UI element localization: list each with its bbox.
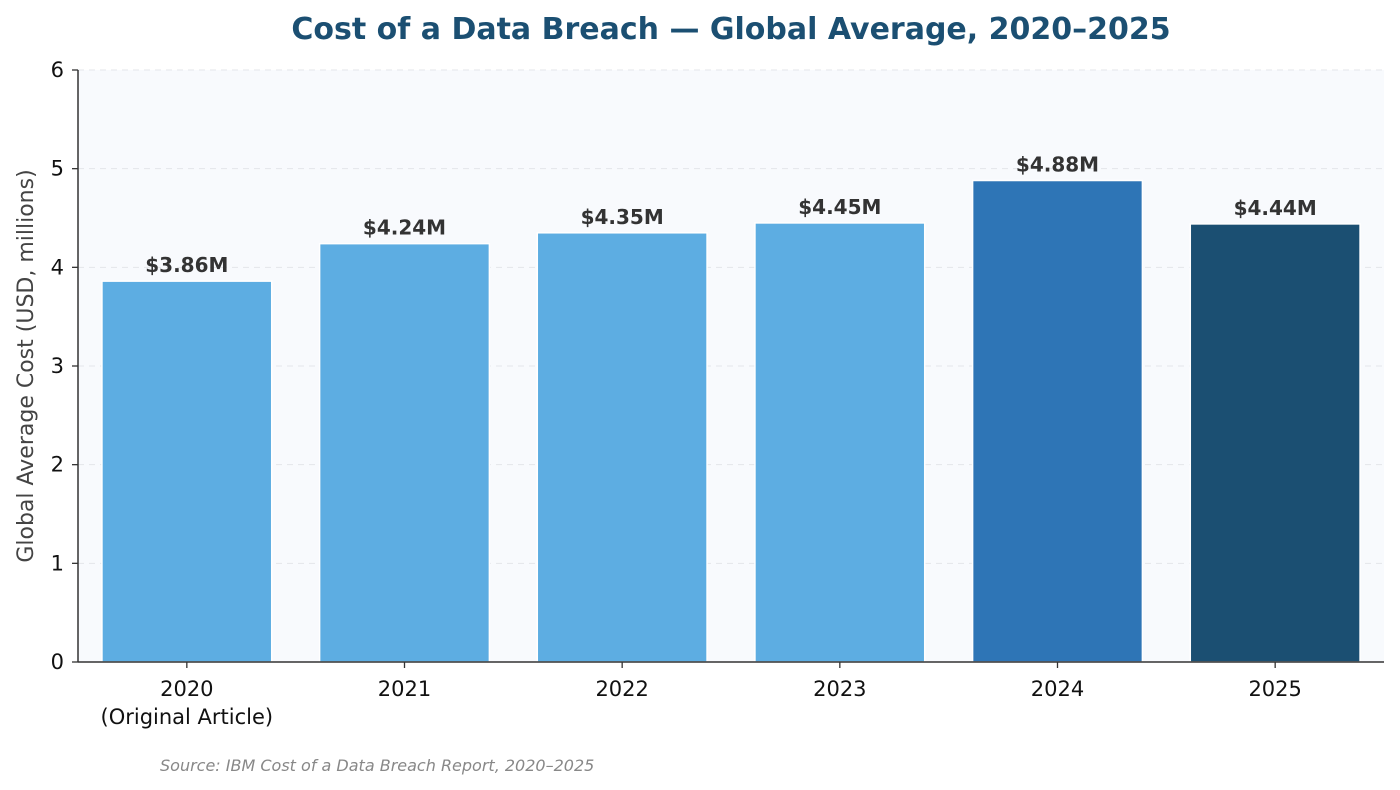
x-tick-label: 2022 bbox=[595, 677, 648, 701]
y-tick-label: 0 bbox=[51, 650, 64, 674]
data-labels: $3.86M $4.24M $4.35M $4.45M $4.88M $4.44M bbox=[145, 153, 1317, 278]
bar-2023 bbox=[754, 222, 926, 663]
y-tick-label: 5 bbox=[51, 157, 64, 181]
bar-2025 bbox=[1189, 223, 1361, 663]
bar-2020 bbox=[101, 280, 273, 663]
y-tick-label: 1 bbox=[51, 551, 64, 575]
x-axis-ticks: 2020 (Original Article) 2021 2022 2023 2024 20… bbox=[101, 662, 1302, 729]
x-tick-label: 2021 bbox=[378, 677, 431, 701]
bar-2022 bbox=[536, 232, 708, 663]
chart-title: Cost of a Data Breach — Global Average, … bbox=[291, 12, 1170, 47]
grid-lines bbox=[78, 69, 1384, 564]
x-tick-label: 2023 bbox=[813, 677, 866, 701]
data-label: $4.88M bbox=[1016, 153, 1099, 177]
y-axis-label: Global Average Cost (USD, millions) bbox=[14, 169, 39, 562]
data-label: $4.24M bbox=[363, 216, 446, 240]
y-tick-label: 3 bbox=[51, 354, 64, 378]
x-tick-label: 2025 bbox=[1248, 677, 1301, 701]
y-tick-label: 4 bbox=[51, 255, 64, 279]
data-label: $4.35M bbox=[581, 205, 664, 229]
data-label: $4.44M bbox=[1234, 196, 1317, 220]
x-tick-label: 2024 bbox=[1031, 677, 1084, 701]
data-label: $4.45M bbox=[798, 195, 881, 219]
bars bbox=[101, 179, 1361, 663]
y-tick-label: 2 bbox=[51, 453, 64, 477]
bar-2024 bbox=[971, 179, 1144, 663]
x-tick-label: 2020 bbox=[160, 677, 213, 701]
y-tick-label: 6 bbox=[51, 58, 64, 82]
x-tick-label: (Original Article) bbox=[101, 705, 274, 729]
source-note: Source: IBM Cost of a Data Breach Report… bbox=[160, 756, 594, 775]
y-axis-ticks: 0 1 2 3 4 5 6 bbox=[51, 58, 78, 674]
bar-2021 bbox=[318, 242, 491, 663]
data-label: $3.86M bbox=[145, 253, 228, 277]
